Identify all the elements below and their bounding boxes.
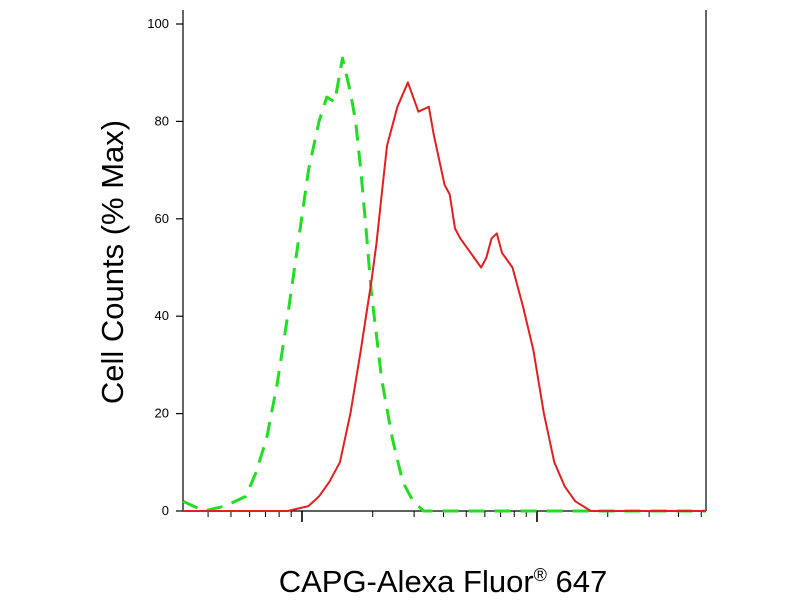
plot-frame xyxy=(182,10,707,512)
x-tick-group xyxy=(207,511,702,522)
series-dashed-green-line xyxy=(182,56,706,513)
x-axis-title-tail: 647 xyxy=(547,564,607,599)
y-axis-title: Cell Counts (% Max) xyxy=(95,120,130,404)
y-tick-label: 100 xyxy=(147,16,169,31)
y-tick-label: 0 xyxy=(162,503,169,518)
y-tick-label: 20 xyxy=(155,406,169,421)
x-axis-title-main: CAPG-Alexa Fluor xyxy=(279,564,534,599)
x-axis-title-superscript: ® xyxy=(534,565,547,585)
x-axis-title: CAPG-Alexa Fluor® 647 xyxy=(279,564,608,599)
y-tick-label: 40 xyxy=(155,308,169,323)
series-solid-red-line xyxy=(183,81,706,512)
series-layer xyxy=(182,56,706,513)
y-tick-label: 60 xyxy=(155,211,169,226)
y-tick-group: 0 20 40 60 80 100 xyxy=(147,16,183,518)
y-tick-label: 80 xyxy=(155,113,169,128)
